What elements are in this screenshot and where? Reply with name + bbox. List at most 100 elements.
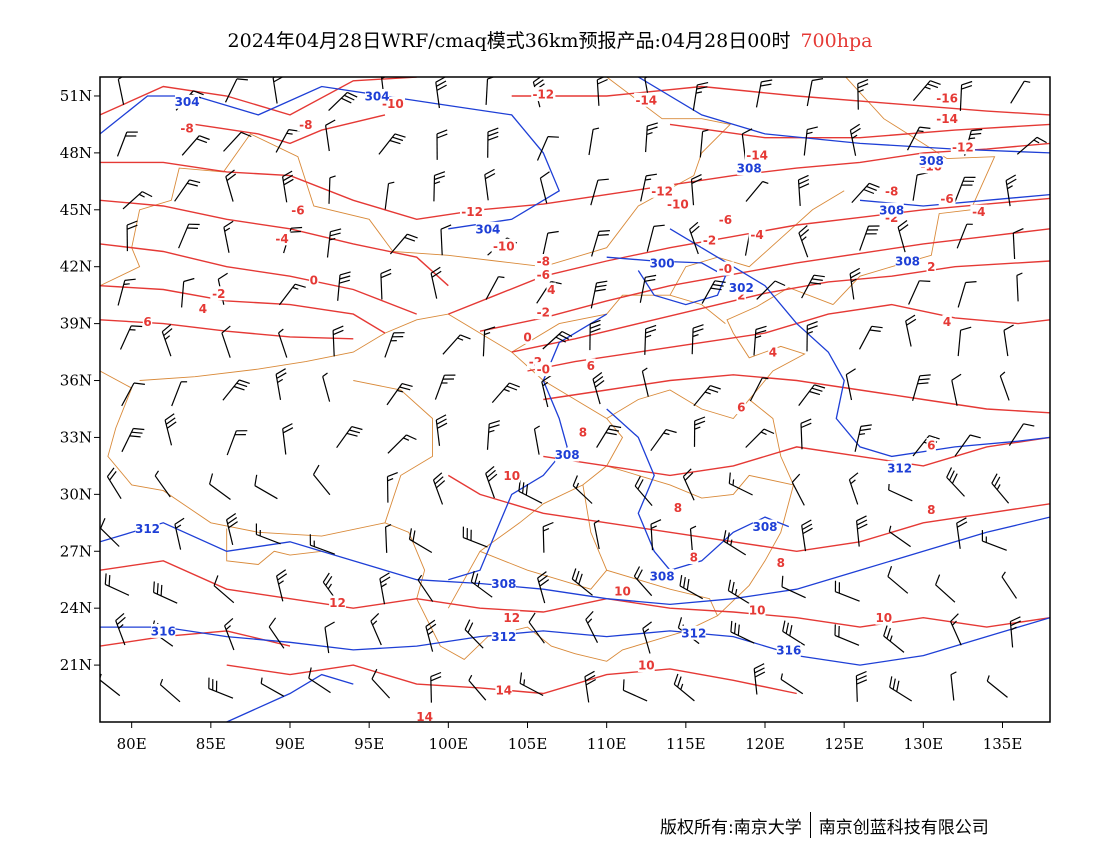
wind-barb-feather bbox=[969, 137, 976, 140]
wind-barb-feather bbox=[100, 517, 106, 529]
wind-barb-feather bbox=[636, 569, 643, 580]
wind-barb-shaft bbox=[956, 223, 968, 249]
temperature-label-bg bbox=[586, 358, 596, 373]
wind-barb-feather bbox=[799, 229, 810, 238]
wind-barb-feather bbox=[798, 183, 810, 189]
wind-barb-shaft bbox=[639, 277, 646, 303]
lon-tick-label: 95E bbox=[354, 735, 384, 753]
wind-barb-feather bbox=[339, 279, 350, 284]
height-contours bbox=[100, 77, 1050, 722]
height-label-bg bbox=[776, 642, 801, 657]
temperature-label-bg bbox=[273, 231, 291, 246]
temperature-label-bg bbox=[938, 191, 956, 206]
wind-barb-feather bbox=[351, 426, 363, 431]
lon-tick-label: 130E bbox=[904, 735, 944, 753]
wind-barb-shaft bbox=[275, 129, 290, 153]
wind-barb-feather bbox=[186, 182, 198, 187]
wind-barb-feather bbox=[684, 472, 694, 481]
wind-barb-feather bbox=[124, 278, 136, 281]
wind-barb-shaft bbox=[440, 229, 443, 256]
temperature-label-bg bbox=[534, 267, 552, 282]
wind-barb-shaft bbox=[322, 376, 331, 402]
wind-barb-feather bbox=[605, 432, 617, 436]
height-label: 308 bbox=[752, 520, 777, 534]
wind-barb-feather bbox=[730, 539, 733, 546]
wind-barb-shaft bbox=[623, 689, 648, 702]
wind-barb-feather bbox=[800, 418, 812, 424]
wind-barb-feather bbox=[692, 334, 699, 338]
wind-barb-feather bbox=[133, 427, 145, 431]
temperature-label: -12 bbox=[651, 184, 673, 198]
plot-frame bbox=[99, 76, 1051, 723]
wind-barb-feather bbox=[561, 330, 573, 338]
temperature-label-bg bbox=[875, 610, 893, 625]
wind-barb-feather bbox=[754, 671, 766, 678]
wind-barb-feather bbox=[489, 420, 500, 425]
wind-barb-feather bbox=[673, 673, 679, 685]
wind-barb-feather bbox=[1003, 324, 1014, 331]
plot-area: -8-8-6-40-246-10-12-14-16-14-12-10-14-12… bbox=[100, 77, 1050, 722]
border-line bbox=[582, 484, 718, 616]
wind-barb-feather bbox=[863, 188, 875, 195]
wind-barb-feather bbox=[697, 82, 709, 86]
wind-barb-feather bbox=[488, 429, 495, 433]
wind-barb-shaft bbox=[1009, 621, 1014, 648]
temperature-label: 14 bbox=[495, 683, 512, 697]
wind-barb-shaft bbox=[701, 280, 716, 304]
temperature-label-bg bbox=[198, 301, 208, 316]
wind-barb-feather bbox=[380, 576, 391, 584]
wind-barb-shaft bbox=[755, 81, 762, 108]
wind-barb-feather bbox=[850, 479, 856, 485]
wind-barb-feather bbox=[762, 180, 769, 184]
lon-tick-label: 80E bbox=[117, 735, 147, 753]
temperature-label: -4 bbox=[750, 228, 763, 242]
wind-barb-shaft bbox=[272, 77, 278, 104]
lat-tick-label: 36N bbox=[60, 372, 92, 390]
height-label-bg bbox=[879, 202, 904, 217]
wind-barb-shaft bbox=[463, 537, 488, 548]
wind-barb-feather bbox=[572, 475, 578, 486]
wind-barb-feather bbox=[714, 280, 726, 283]
temperature-contour bbox=[511, 260, 1050, 353]
longitude-axis: 80E 85E 90E 95E 100E 105E 110E 115E 120E 125E 130E… bbox=[117, 722, 1022, 753]
wind-barb-feather bbox=[960, 326, 972, 331]
temperature-label: -8 bbox=[537, 255, 550, 269]
wind-barb-feather bbox=[928, 435, 940, 440]
wind-barb-feather bbox=[537, 571, 547, 579]
temperature-label-bg bbox=[416, 709, 433, 722]
title-main: 2024年04月28日WRF/cmaq模式36km预报产品:04月28日00时 bbox=[227, 30, 791, 52]
wind-barb-feather bbox=[791, 473, 801, 483]
height-label: 312 bbox=[491, 630, 516, 644]
wind-barb-feather bbox=[597, 234, 609, 236]
wind-barb-shaft bbox=[957, 330, 962, 357]
wind-barb-feather bbox=[948, 470, 955, 481]
wind-barb-feather bbox=[159, 678, 164, 685]
wind-barb-feather bbox=[1007, 185, 1013, 190]
wind-barb-feather bbox=[682, 468, 692, 478]
wind-barb-feather bbox=[692, 328, 704, 333]
wind-barb-feather bbox=[292, 286, 299, 290]
height-label: 304 bbox=[365, 90, 390, 104]
border-line bbox=[139, 313, 624, 609]
wind-barb-feather bbox=[278, 328, 284, 334]
wind-barb-feather bbox=[585, 678, 596, 686]
height-contour bbox=[606, 408, 790, 571]
wind-barb-shaft bbox=[328, 91, 348, 112]
copyright: 版权所有:南京大学 南京创蓝科技有限公司 bbox=[660, 812, 989, 838]
wind-barb-feather bbox=[924, 86, 931, 90]
wind-barb-feather bbox=[1023, 423, 1035, 427]
wind-barb-feather bbox=[845, 368, 856, 376]
temperature-label-bg bbox=[745, 147, 770, 162]
latitude-axis: 51N 48N 45N 42N 39N 36N 33N 30N 27N 24N 21N bbox=[60, 87, 100, 674]
wind-barb-feather bbox=[528, 612, 536, 623]
wind-barb-feather bbox=[694, 416, 706, 422]
wind-barb-feather bbox=[154, 470, 160, 477]
temperature-label-bg bbox=[768, 345, 778, 360]
height-label-bg bbox=[650, 568, 675, 583]
wind-barb-shaft bbox=[857, 83, 859, 110]
temperature-label: 10 bbox=[875, 611, 892, 625]
temperature-label: -12 bbox=[952, 141, 974, 155]
wind-barb-feather bbox=[897, 220, 908, 228]
wind-barb-shaft bbox=[100, 679, 121, 697]
height-label-bg bbox=[491, 576, 516, 591]
